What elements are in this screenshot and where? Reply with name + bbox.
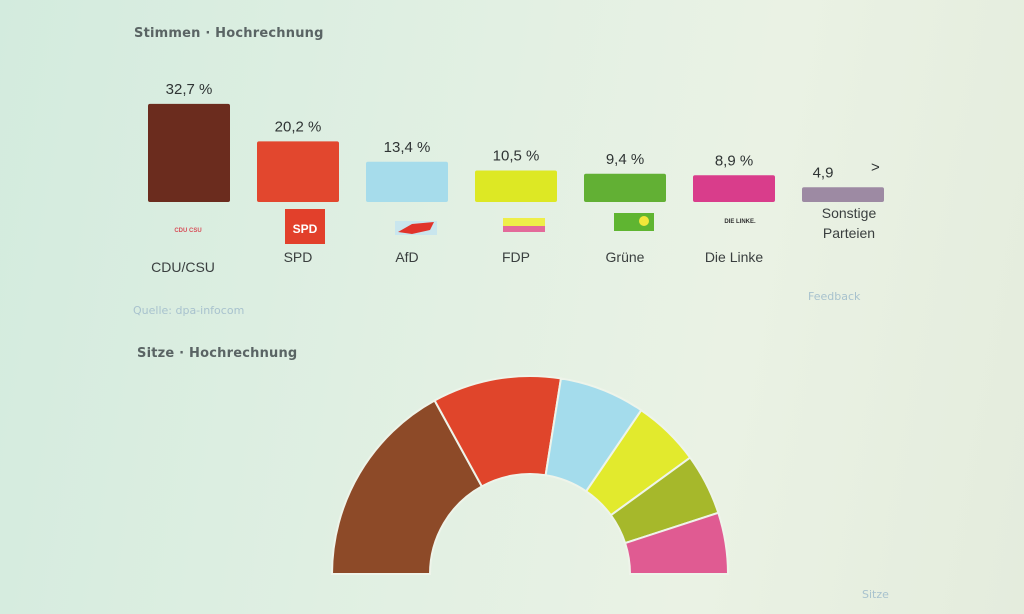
- spd-logo-text: SPD: [293, 222, 318, 236]
- value-label-gr-ne: 9,4 %: [606, 151, 644, 168]
- linke-logo: DIE LINKE.: [724, 219, 756, 225]
- feedback-link[interactable]: Feedback: [808, 290, 861, 303]
- fdp-logo: [503, 218, 545, 232]
- value-label-fdp: 10,5 %: [493, 148, 540, 165]
- bar-die-linke[interactable]: [693, 175, 775, 202]
- gruene-logo: [614, 213, 654, 231]
- bar-cdu-csu[interactable]: [148, 103, 230, 202]
- value-label-spd: 20,2 %: [275, 118, 322, 135]
- category-label-cdu-csu: CDU/CSU: [151, 259, 215, 275]
- value-label-sonstige-parteien: 4,9: [813, 164, 834, 181]
- bar-afd[interactable]: [366, 161, 448, 202]
- category-label-spd: SPD: [284, 249, 313, 265]
- next-chevron-icon[interactable]: >: [871, 159, 880, 176]
- bar-spd[interactable]: [257, 141, 339, 202]
- bar-gr-ne[interactable]: [584, 173, 666, 202]
- seat-segment-die-linke[interactable]: [623, 511, 730, 575]
- seats-section-title: Sitze · Hochrechnung: [137, 346, 298, 361]
- seat-segment-cdu-csu[interactable]: [330, 399, 484, 575]
- category-label-afd: AfD: [395, 249, 418, 265]
- bar-fdp[interactable]: [475, 170, 557, 203]
- bar-sonstige-parteien[interactable]: [802, 187, 884, 202]
- value-label-cdu-csu: 32,7 %: [166, 81, 213, 98]
- spd-logo: [285, 209, 325, 244]
- source-credit[interactable]: Quelle: dpa-infocom: [133, 304, 245, 317]
- votes-section-title: Stimmen · Hochrechnung: [134, 26, 324, 41]
- cdu-logo: CDU CSU: [174, 228, 201, 234]
- value-label-die-linke: 8,9 %: [715, 152, 753, 169]
- seats-link[interactable]: Sitze: [862, 588, 889, 601]
- category-label-die-linke: Die Linke: [705, 249, 764, 265]
- party-logos: CDU CSU SPD DIE LINKE.: [174, 209, 756, 244]
- category-label-fdp: FDP: [502, 249, 530, 265]
- votes-bar-chart: CDU CSU SPD DIE LINKE. 32,7 % CDU/CSU 20,2…: [148, 81, 884, 275]
- category-label-gr-ne: Grüne: [606, 249, 645, 265]
- afd-logo: [395, 221, 437, 235]
- category-label-sonstige-parteien-0: Sonstige: [822, 205, 877, 221]
- category-label-sonstige-parteien-1: Parteien: [823, 225, 875, 241]
- value-label-afd: 13,4 %: [384, 139, 431, 156]
